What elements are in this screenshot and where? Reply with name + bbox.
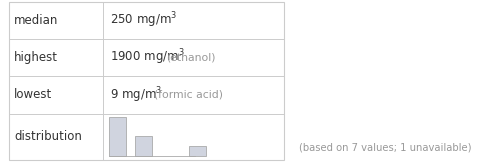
Bar <box>135 136 152 156</box>
Text: lowest: lowest <box>14 88 53 101</box>
Text: 1900 mg/m$^3$: 1900 mg/m$^3$ <box>110 48 185 67</box>
Text: highest: highest <box>14 51 58 64</box>
Text: 250 mg/m$^3$: 250 mg/m$^3$ <box>110 11 177 30</box>
Bar <box>9 2 284 160</box>
Bar <box>189 146 206 156</box>
Text: (ethanol): (ethanol) <box>166 53 216 63</box>
Text: (based on 7 values; 1 unavailable): (based on 7 values; 1 unavailable) <box>299 142 471 152</box>
Text: median: median <box>14 14 59 27</box>
Text: 9 mg/m$^3$: 9 mg/m$^3$ <box>110 85 162 105</box>
Text: (formic acid): (formic acid) <box>154 90 223 100</box>
Bar <box>109 117 126 156</box>
Text: distribution: distribution <box>14 130 82 144</box>
